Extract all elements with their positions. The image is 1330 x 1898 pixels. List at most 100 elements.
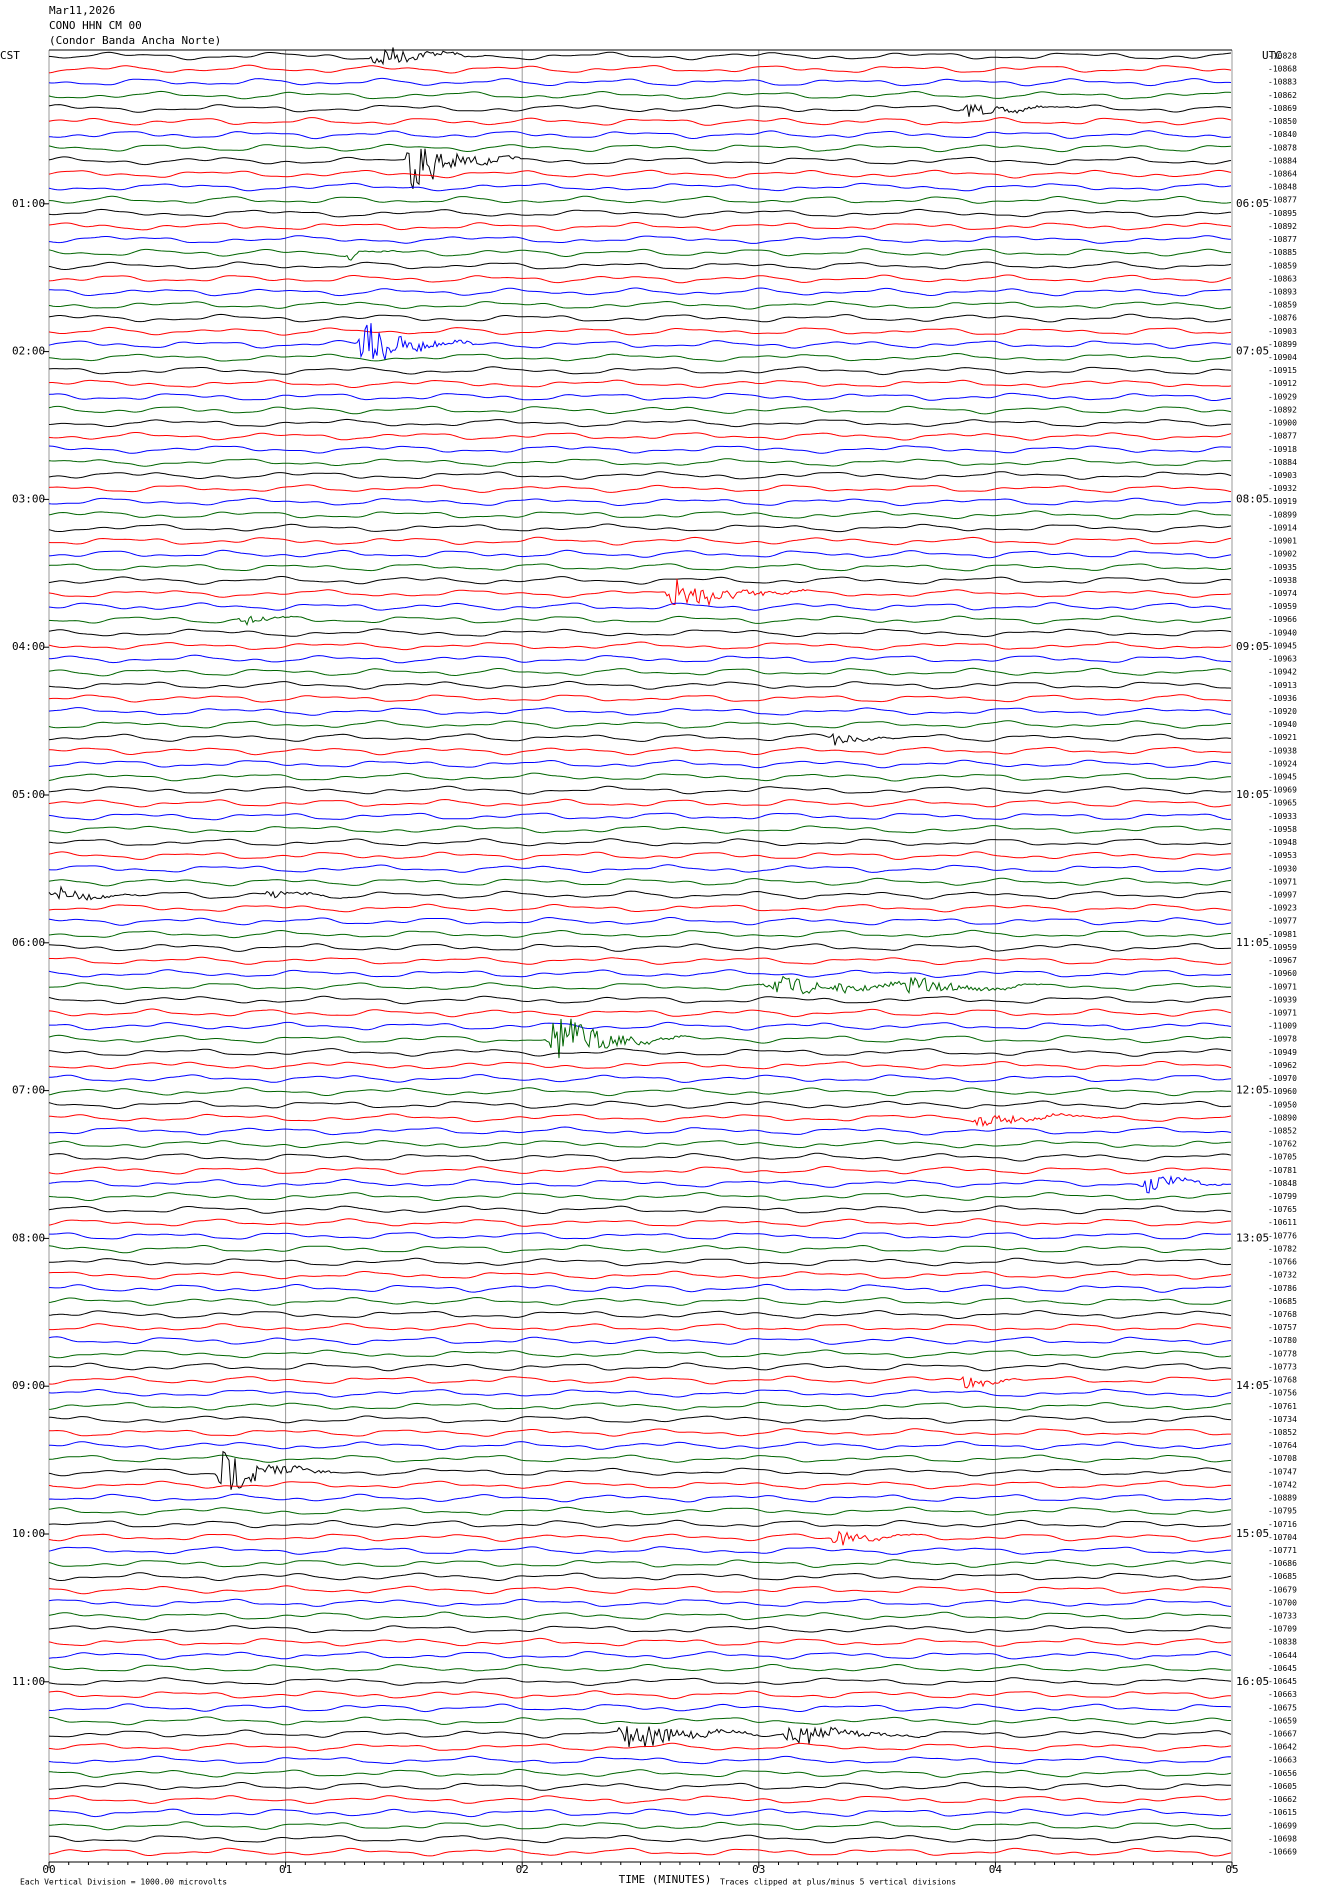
trace-label: -10644 [1268, 1651, 1297, 1660]
trace-label: -10840 [1268, 130, 1297, 139]
trace [48, 694, 1231, 703]
left-hour: 03:00 [12, 492, 45, 505]
trace [48, 720, 1231, 729]
trace [48, 47, 1232, 66]
trace [48, 222, 1232, 231]
trace-label: -10685 [1268, 1572, 1297, 1581]
trace [48, 1663, 1232, 1672]
trace [49, 1768, 1232, 1778]
trace-label: -10859 [1268, 261, 1297, 270]
trace-label: -10868 [1268, 65, 1297, 74]
trace [48, 1795, 1232, 1804]
trace [48, 654, 1232, 664]
left-hour: 06:00 [12, 936, 45, 949]
trace-label: -10663 [1268, 1690, 1297, 1699]
trace [48, 352, 1232, 362]
trace [48, 903, 1232, 913]
trace-label: -10970 [1268, 1074, 1297, 1083]
trace [48, 969, 1231, 978]
trace [48, 1018, 1232, 1059]
trace-label: -10971 [1268, 877, 1297, 886]
trace-label: -10869 [1268, 104, 1297, 113]
trace-label: -10958 [1268, 825, 1297, 834]
trace [48, 458, 1232, 467]
trace [48, 1362, 1232, 1372]
trace [48, 523, 1232, 533]
trace-label: -10615 [1268, 1808, 1297, 1817]
trace-label: -10782 [1268, 1244, 1297, 1253]
trace-label: -10757 [1268, 1323, 1297, 1332]
trace [48, 772, 1232, 782]
trace-label: -10945 [1268, 773, 1297, 782]
trace [48, 1480, 1232, 1490]
trace [48, 1690, 1231, 1700]
trace [48, 1716, 1231, 1726]
trace-label: -10921 [1268, 733, 1297, 742]
trace [48, 1519, 1232, 1529]
trace-label: -10876 [1268, 314, 1297, 323]
trace [48, 995, 1231, 1005]
trace [48, 90, 1232, 100]
trace-label: -10705 [1268, 1153, 1297, 1162]
trace [48, 148, 1232, 189]
trace-label: -10890 [1268, 1113, 1297, 1122]
trace [48, 1152, 1232, 1162]
x-axis-title: TIME (MINUTES) [619, 1873, 712, 1886]
trace [49, 1821, 1232, 1831]
trace [49, 1257, 1232, 1267]
trace-label: -11009 [1268, 1022, 1297, 1031]
trace [48, 1651, 1232, 1660]
trace-label: -10662 [1268, 1795, 1297, 1804]
trace-label: -10940 [1268, 720, 1297, 729]
trace [49, 1126, 1232, 1136]
trace [48, 366, 1232, 376]
trace-label: -10795 [1268, 1507, 1297, 1516]
trace-label: -10698 [1268, 1834, 1297, 1843]
trace [48, 1087, 1232, 1097]
trace-label: -10889 [1268, 1494, 1297, 1503]
trace-label: -10963 [1268, 655, 1297, 664]
trace-label: -10977 [1268, 917, 1297, 926]
trace [49, 746, 1231, 756]
trace [48, 1506, 1232, 1516]
trace [49, 1323, 1232, 1331]
trace [48, 536, 1232, 546]
trace [48, 1726, 1232, 1748]
trace-label: -10765 [1268, 1205, 1297, 1214]
trace [48, 195, 1232, 204]
trace [48, 445, 1231, 454]
trace-label: -10667 [1268, 1730, 1297, 1739]
left-hour: 04:00 [12, 640, 45, 653]
trace-label: -10708 [1268, 1454, 1297, 1463]
right-hour: 10:05 [1236, 788, 1269, 801]
trace [48, 759, 1232, 769]
trace [48, 628, 1232, 638]
trace [48, 274, 1232, 284]
trace [48, 323, 1231, 361]
trace-label: -10923 [1268, 904, 1297, 913]
trace [48, 825, 1232, 834]
trace-label: -10936 [1268, 694, 1297, 703]
trace-label: -10659 [1268, 1716, 1297, 1725]
trace [48, 1441, 1232, 1451]
trace-label: -10716 [1268, 1520, 1297, 1529]
trace-label: -10924 [1268, 759, 1297, 768]
trace-label: -10971 [1268, 982, 1297, 991]
trace [48, 1546, 1232, 1555]
trace-label: -10935 [1268, 563, 1297, 572]
trace-label: -10877 [1268, 235, 1297, 244]
trace-label: -10605 [1268, 1782, 1297, 1791]
trace [48, 300, 1232, 310]
trace-label: -10945 [1268, 641, 1297, 650]
trace [48, 578, 1232, 607]
trace-label: -10938 [1268, 746, 1297, 755]
trace-label: -10859 [1268, 301, 1297, 310]
x-tick-label: 02 [516, 1863, 529, 1876]
trace [48, 667, 1232, 677]
trace-label: -10699 [1268, 1821, 1297, 1830]
trace-label: -10892 [1268, 222, 1297, 231]
trace [48, 130, 1232, 140]
trace [48, 1310, 1232, 1319]
trace-label: -10913 [1268, 681, 1297, 690]
x-tick-label: 04 [989, 1863, 1003, 1876]
